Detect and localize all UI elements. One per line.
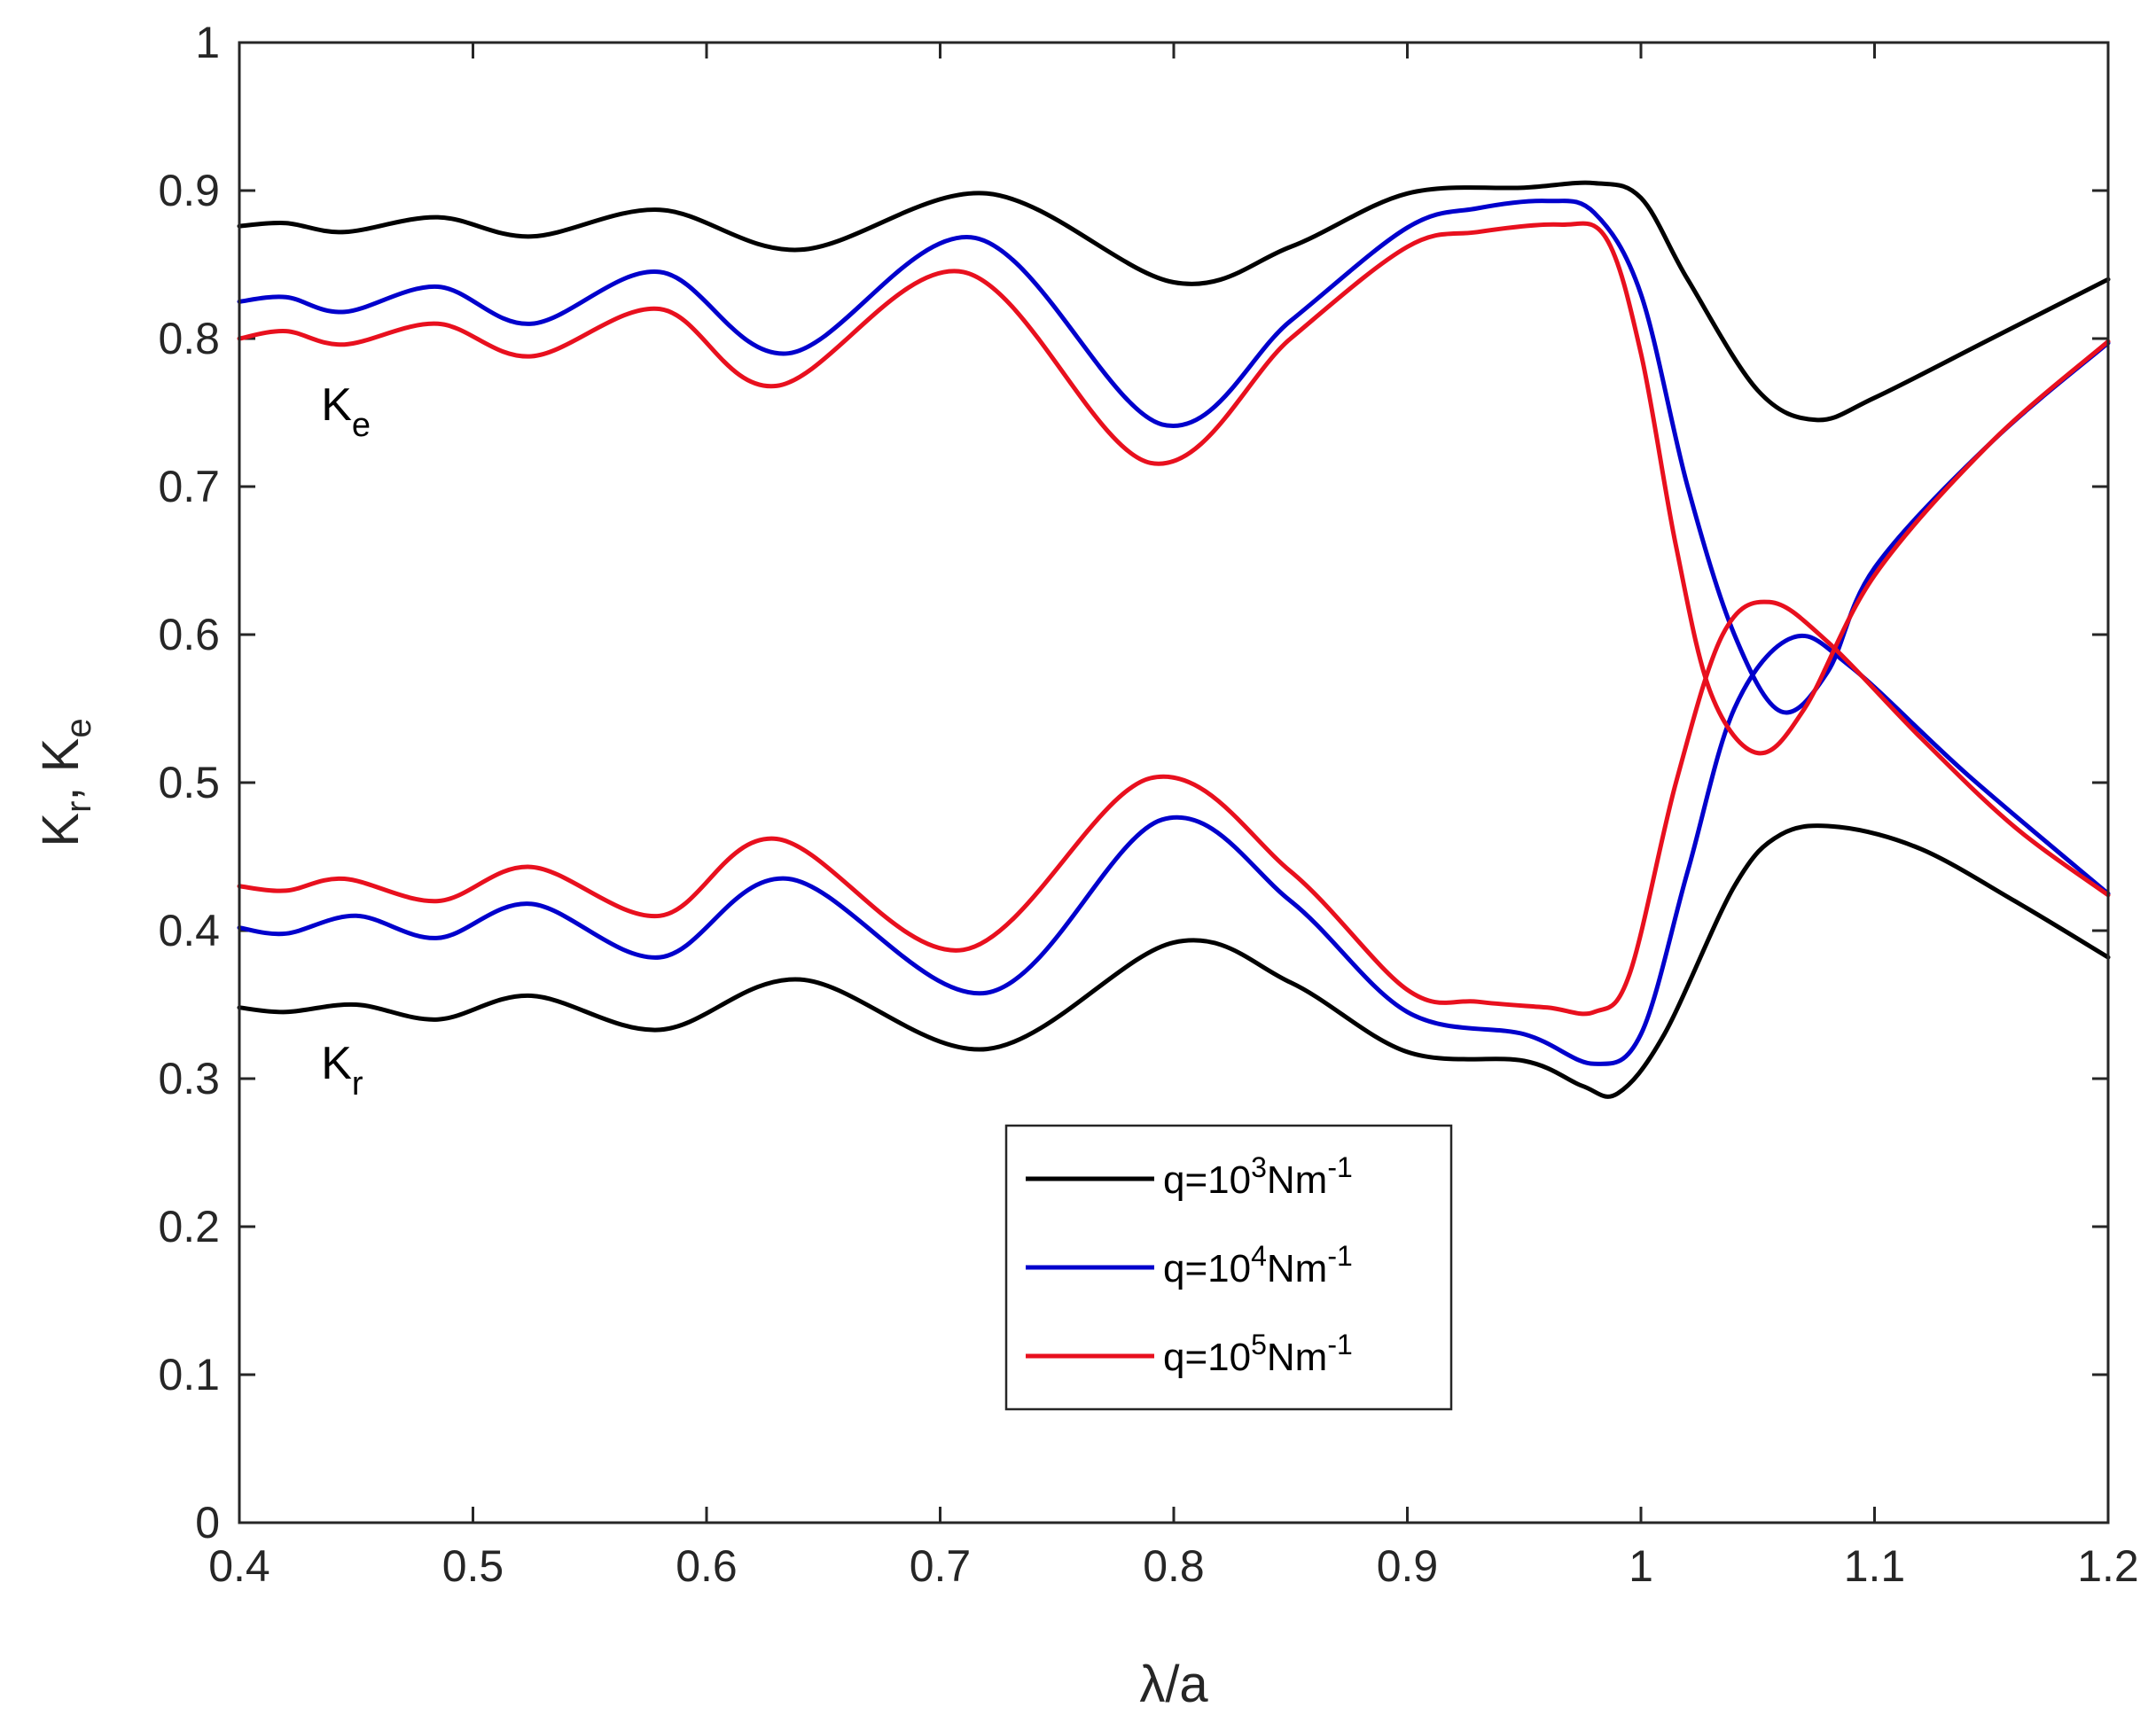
y-label-ke-base: K [32, 737, 90, 772]
y-label-kr-sub: r [59, 801, 98, 813]
series-line-0 [237, 180, 2111, 423]
legend-label-1: q=104Nm-1 [1163, 1240, 1353, 1290]
y-tick-label: 0.3 [158, 1054, 220, 1103]
x-tick-label: 0.5 [442, 1541, 504, 1591]
svg-text:Kr, Ke: Kr, Ke [32, 718, 98, 846]
series-line-3 [237, 633, 2111, 1066]
y-tick-label: 0.2 [158, 1202, 220, 1251]
x-tick-label: 1.1 [1844, 1541, 1906, 1591]
legend-items: q=103Nm-1 q=104Nm-1 q=105Nm-1 [1026, 1151, 1353, 1379]
x-axis: 0.4 0.5 0.6 0.7 0.8 0.9 1 1.1 1.2 [208, 43, 2139, 1591]
series-layer [237, 180, 2111, 1099]
y-tick-label: 1 [195, 18, 220, 67]
x-tick-label: 0.7 [910, 1541, 972, 1591]
y-tick-label: 0.4 [158, 906, 220, 955]
x-tick-label: 0.4 [208, 1541, 270, 1591]
y-label-kr-base: K [32, 813, 90, 847]
y-axis-label: Kr, Ke [32, 718, 98, 846]
annotation-Kr: Kr [321, 1038, 363, 1103]
y-tick-label: 0.8 [158, 314, 220, 363]
annotations: Ke Kr [321, 379, 371, 1103]
annotation-Ke: Ke [321, 379, 371, 444]
x-tick-label: 1 [1629, 1541, 1653, 1591]
legend: q=103Nm-1 q=104Nm-1 q=105Nm-1 [1004, 1124, 1453, 1411]
y-tick-label: 0.5 [158, 758, 220, 807]
series-line-5 [237, 599, 2111, 1017]
y-tick-label: 0.6 [158, 610, 220, 659]
legend-label-2: q=105Nm-1 [1163, 1329, 1353, 1379]
legend-label-0: q=103Nm-1 [1163, 1151, 1353, 1202]
y-label-sep: , [32, 772, 90, 800]
y-tick-label: 0 [195, 1498, 220, 1547]
y-label-ke-sub: e [59, 718, 98, 737]
x-tick-label: 0.6 [676, 1541, 738, 1591]
series-line-4 [237, 221, 2111, 756]
x-axis-label: λ/a [1139, 1656, 1208, 1713]
y-tick-label: 0.7 [158, 462, 220, 511]
x-tick-label: 0.9 [1377, 1541, 1439, 1591]
x-tick-label: 1.2 [2077, 1541, 2139, 1591]
y-tick-label: 0.9 [158, 166, 220, 215]
y-axis: 0 0.1 0.2 0.3 0.4 0.5 0.6 0.7 0.8 0.9 1 [158, 18, 2108, 1547]
series-line-1 [237, 823, 2111, 1099]
plot-frame [238, 41, 2110, 1524]
x-tick-label: 0.8 [1143, 1541, 1205, 1591]
y-tick-label: 0.1 [158, 1350, 220, 1399]
